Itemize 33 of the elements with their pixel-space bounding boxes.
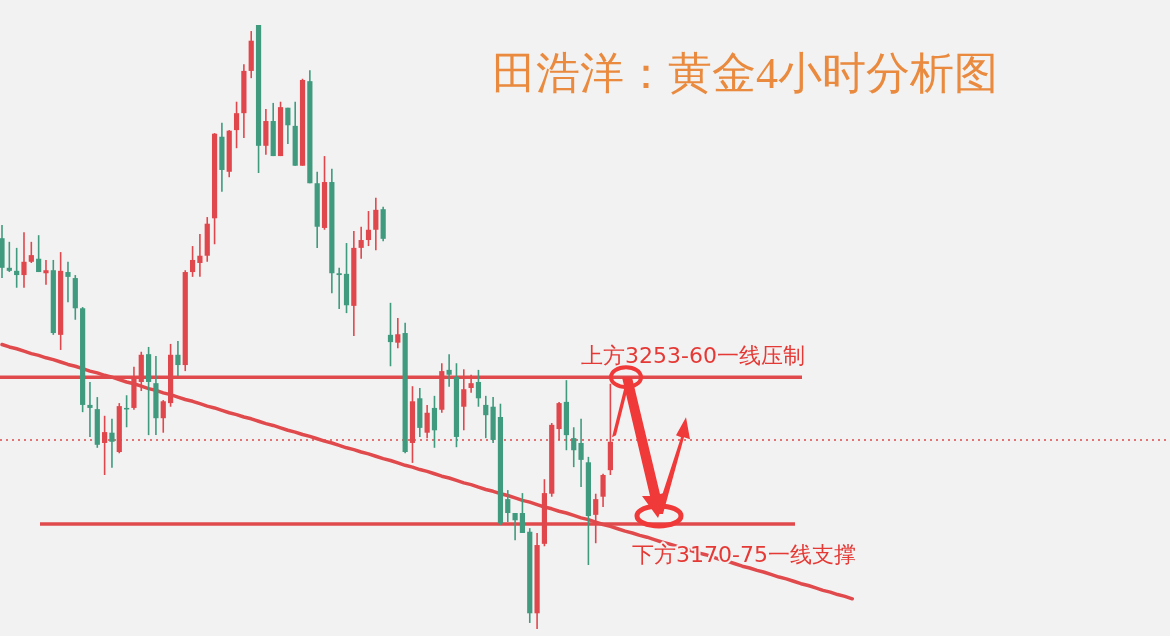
candlestick <box>36 234 42 273</box>
candlestick <box>365 210 372 247</box>
candlestick <box>6 241 12 273</box>
candlestick <box>43 259 49 286</box>
candlestick <box>475 369 482 408</box>
candlestick <box>519 492 526 534</box>
candlestick <box>175 340 181 377</box>
candlestick <box>233 100 240 150</box>
candlestick <box>483 395 489 439</box>
candlestick <box>431 395 438 449</box>
candlestick <box>21 231 27 289</box>
candlestick <box>446 353 452 388</box>
candlestick <box>571 426 577 468</box>
candlestick <box>336 267 342 310</box>
ref-line-label: 上方3253-60一线压制 <box>581 343 805 369</box>
text: 田浩洋：黄金4小时分析图 <box>492 49 998 98</box>
candlestick <box>600 472 606 508</box>
candlestick <box>358 225 364 260</box>
candlestick <box>578 418 584 488</box>
candlestick <box>28 241 34 264</box>
candlestick <box>14 247 20 289</box>
candlestick <box>285 106 291 145</box>
candlestick <box>505 489 511 523</box>
candlestick <box>373 196 379 252</box>
candlestick <box>160 399 166 434</box>
candlestick <box>109 418 115 469</box>
candlestick <box>189 245 196 278</box>
candlestick <box>395 317 401 349</box>
candlestick <box>387 302 394 368</box>
candlestick <box>197 233 203 278</box>
candlestick <box>65 260 71 304</box>
candlestick <box>87 381 93 438</box>
candlestick <box>512 512 518 542</box>
